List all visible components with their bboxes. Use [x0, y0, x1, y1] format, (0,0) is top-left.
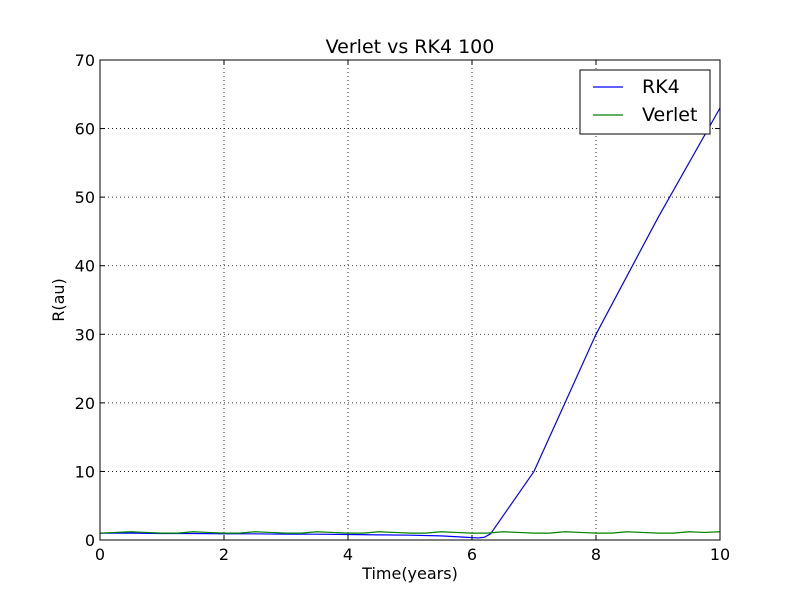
y-tick-label: 70 — [75, 51, 95, 70]
tick-labels: 0 2 4 6 8 10 0 10 20 30 40 50 60 70 — [75, 51, 731, 564]
legend-box — [579, 69, 711, 135]
y-tick-label: 50 — [75, 188, 95, 207]
y-tick-label: 40 — [75, 257, 95, 276]
legend-label-verlet: Verlet — [642, 104, 697, 126]
series-layer — [99, 107, 721, 539]
y-tick-label: 10 — [75, 462, 95, 481]
legend-label-rk4: RK4 — [642, 76, 680, 98]
y-axis-label: R(au) — [49, 278, 68, 322]
series-line-rk4 — [100, 107, 721, 539]
y-tick-label: 60 — [75, 120, 95, 139]
tick-marks — [99, 59, 721, 541]
y-tick-label: 0 — [85, 531, 95, 550]
x-tick-label: 2 — [219, 545, 229, 564]
plot-frame — [99, 59, 721, 541]
x-tick-label: 10 — [710, 545, 730, 564]
y-tick-label: 30 — [75, 325, 95, 344]
x-tick-label: 0 — [95, 545, 105, 564]
x-tick-label: 8 — [591, 545, 601, 564]
y-tick-label: 20 — [75, 394, 95, 413]
series-line-verlet — [99, 531, 721, 534]
chart-title: Verlet vs RK4 100 — [326, 36, 495, 58]
legend: RK4 Verlet — [579, 69, 711, 135]
x-axis-label: Time(years) — [361, 564, 458, 583]
x-tick-label: 4 — [343, 545, 353, 564]
x-tick-label: 6 — [467, 545, 477, 564]
